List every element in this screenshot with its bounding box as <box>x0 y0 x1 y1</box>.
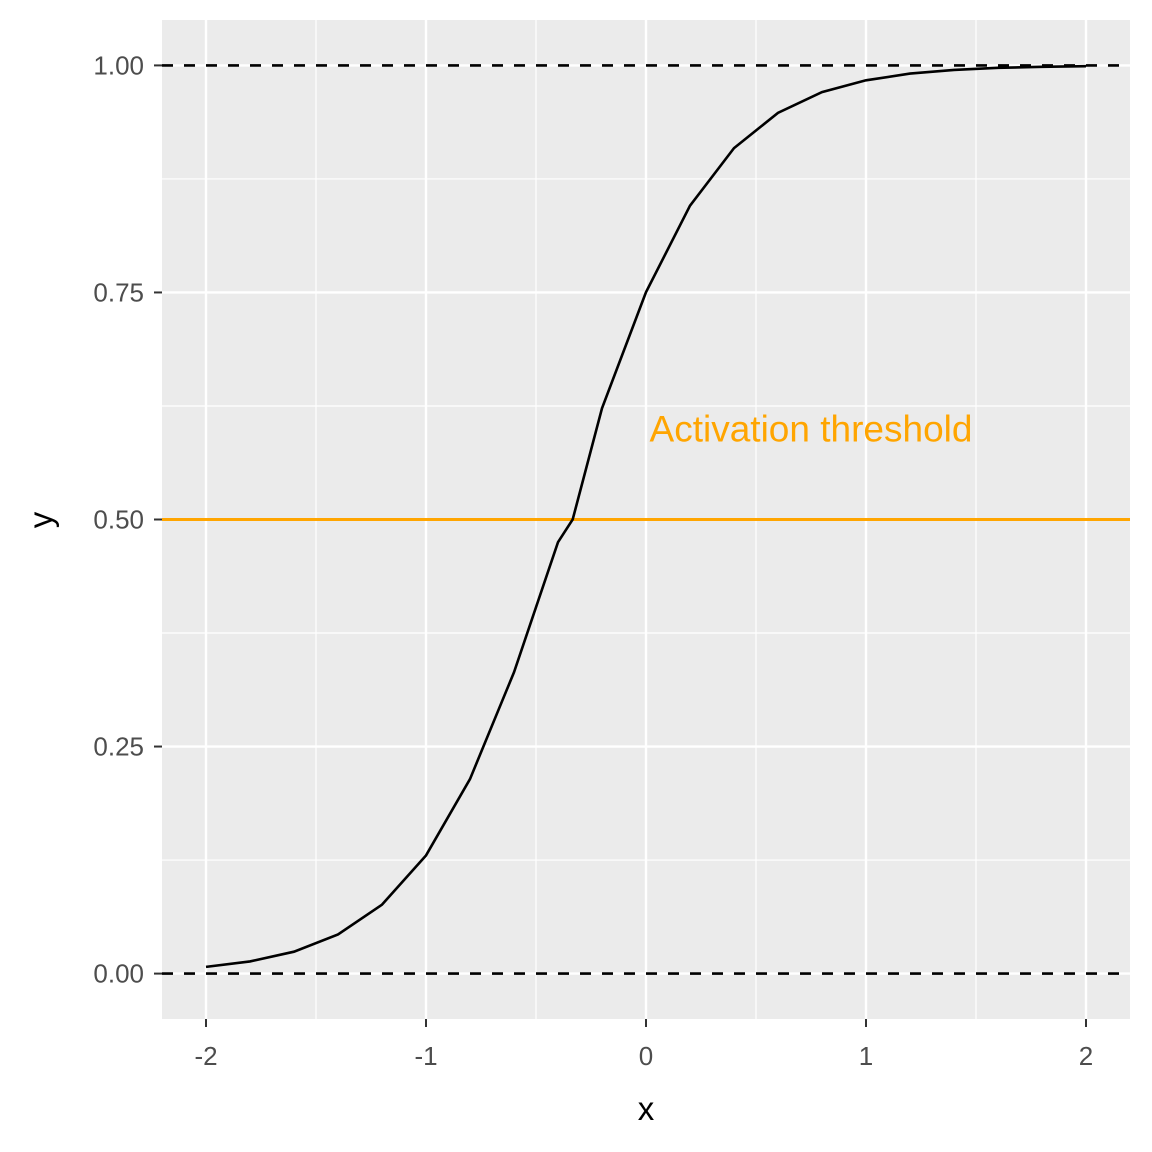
y-tick-label: 0.50 <box>93 505 144 535</box>
y-tick-label: 0.75 <box>93 277 144 307</box>
sigmoid-curve <box>205 64 1087 969</box>
x-tick-label: 1 <box>859 1041 873 1071</box>
y-axis-ticks: 0.00 0.25 0.50 0.75 1.00 <box>93 50 162 989</box>
y-tick-label: 1.00 <box>93 50 144 80</box>
y-tick-label: 0.25 <box>93 732 144 762</box>
x-tick-label: 0 <box>639 1041 653 1071</box>
x-tick-label: 2 <box>1079 1041 1093 1071</box>
x-axis-ticks: -2 -1 0 1 2 <box>194 1019 1093 1071</box>
annotation-activation-threshold: Activation threshold <box>650 409 973 450</box>
x-axis-label: x <box>638 1090 655 1127</box>
x-tick-label: -2 <box>194 1041 217 1071</box>
x-tick-label: -1 <box>414 1041 437 1071</box>
reference-lines <box>162 64 1130 975</box>
y-tick-label: 0.00 <box>93 959 144 989</box>
y-axis-label: y <box>22 511 59 528</box>
